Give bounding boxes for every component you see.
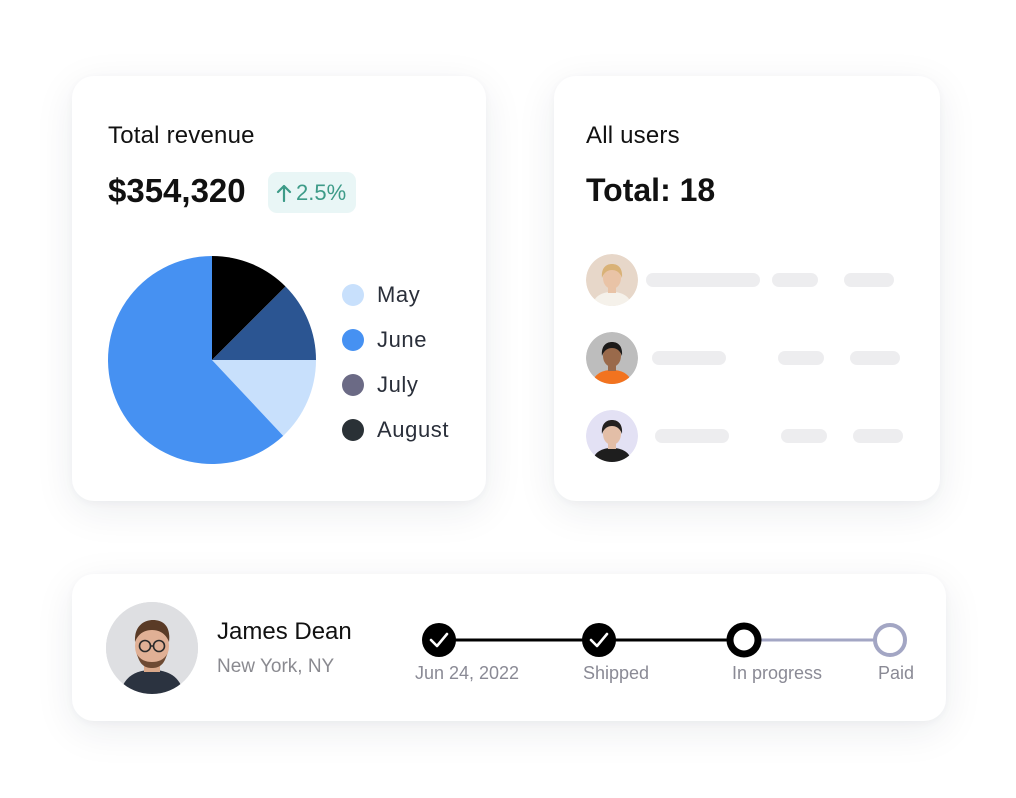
skeleton-line bbox=[655, 429, 729, 443]
pie-slice-august bbox=[212, 256, 286, 360]
skeleton-line bbox=[853, 429, 903, 443]
skeleton-line bbox=[652, 351, 726, 365]
skeleton-line bbox=[772, 273, 818, 287]
step-marker-date bbox=[422, 623, 456, 657]
user-row[interactable] bbox=[586, 332, 916, 386]
user-row[interactable] bbox=[586, 410, 916, 464]
step-label-paid: Paid bbox=[877, 663, 915, 683]
revenue-title: Total revenue bbox=[108, 122, 255, 149]
revenue-pie-chart bbox=[108, 256, 316, 464]
step-marker-shipped bbox=[582, 623, 616, 657]
step-marker-in-progress bbox=[726, 622, 762, 658]
legend-item-august: August bbox=[342, 407, 449, 452]
pie-slice-june bbox=[108, 256, 284, 464]
skeleton-line bbox=[778, 351, 824, 365]
legend-label-june: June bbox=[377, 326, 428, 352]
legend-swatch-june bbox=[342, 328, 364, 351]
order-tracking-card: James Dean New York, NY Jun 24, 2022 Shi… bbox=[72, 574, 946, 721]
pie-slice-july bbox=[212, 286, 316, 360]
avatar bbox=[586, 254, 638, 306]
legend-label-august: August bbox=[377, 416, 450, 442]
legend-swatch-july bbox=[342, 373, 364, 396]
skeleton-line bbox=[844, 273, 894, 287]
step-label-shipped: Shipped bbox=[582, 663, 650, 683]
skeleton-line bbox=[781, 429, 827, 443]
revenue-change-badge: 2.5% bbox=[268, 172, 357, 213]
customer-location: New York, NY bbox=[217, 656, 335, 677]
arrow-up-icon bbox=[276, 184, 292, 202]
legend-swatch-may bbox=[342, 283, 364, 306]
check-icon bbox=[429, 632, 449, 648]
users-card: All users Total: 18 bbox=[554, 76, 940, 501]
step-label-date: Jun 24, 2022 bbox=[414, 663, 520, 683]
order-timeline bbox=[422, 622, 907, 658]
avatar bbox=[586, 410, 638, 462]
legend-label-may: May bbox=[377, 281, 421, 307]
users-title: All users bbox=[586, 122, 680, 149]
legend-label-july: July bbox=[377, 371, 419, 397]
skeleton-line bbox=[850, 351, 900, 365]
user-row[interactable] bbox=[586, 254, 916, 308]
skeleton-line bbox=[646, 273, 760, 287]
step-label-in-progress: In progress bbox=[731, 663, 823, 683]
users-total: Total: 18 bbox=[586, 172, 716, 208]
legend-item-july: July bbox=[342, 362, 449, 407]
check-icon bbox=[589, 632, 609, 648]
step-marker-paid bbox=[873, 623, 907, 657]
customer-avatar bbox=[106, 602, 198, 694]
legend-item-may: May bbox=[342, 272, 449, 317]
legend-item-june: June bbox=[342, 317, 449, 362]
pie-slice-may bbox=[212, 360, 316, 436]
customer-name: James Dean bbox=[217, 618, 352, 645]
revenue-amount: $354,320 bbox=[108, 172, 246, 209]
revenue-change-value: 2.5% bbox=[296, 179, 347, 205]
revenue-card: Total revenue $354,320 2.5% May June Jul… bbox=[72, 76, 486, 501]
pie-legend: May June July August bbox=[342, 272, 449, 452]
avatar bbox=[586, 332, 638, 384]
legend-swatch-august bbox=[342, 418, 364, 441]
